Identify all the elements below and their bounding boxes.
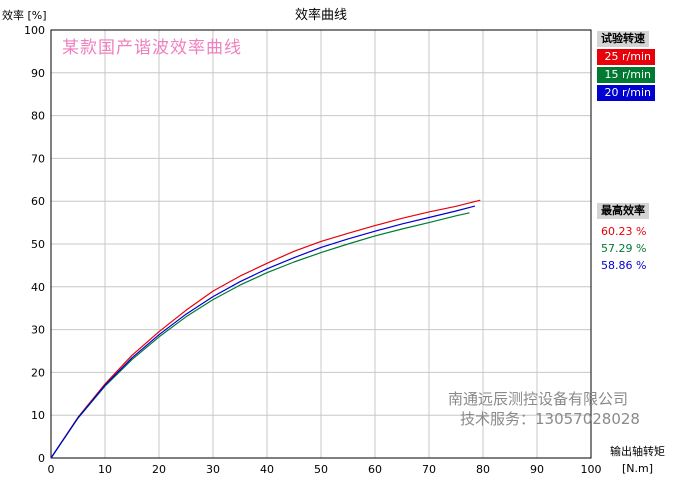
y-tick-label: 70 [31,152,45,165]
speed-legend: 试验转速 25 r/min 15 r/min 20 r/min [597,31,655,101]
x-tick-label: 50 [314,463,328,476]
company-name: 南通远辰测控设备有限公司 [448,390,628,408]
series-lines [50,199,481,459]
speed-legend-item: 15 r/min [597,67,655,83]
y-tick-label: 80 [31,110,45,123]
y-tick-label: 30 [31,324,45,337]
y-tick-label: 10 [31,409,45,422]
chart-title: 效率曲线 [295,7,347,23]
series-line-0 [50,199,481,459]
speed-legend-header: 试验转速 [597,31,649,47]
x-tick-label: 20 [152,463,166,476]
x-tick-label: 40 [260,463,274,476]
x-tick-label: 100 [581,463,602,476]
x-axis-unit: [N.m] [622,462,653,475]
x-tick-label: 90 [530,463,544,476]
max-efficiency-item: 57.29 % [601,242,647,255]
max-efficiency-item: 58.86 % [601,259,647,272]
speed-legend-item: 25 r/min [597,49,655,65]
x-axis-label: 输出轴转矩 [610,444,665,458]
tech-service: 技术服务：13057028028 [460,410,640,428]
x-tick-label: 10 [98,463,112,476]
max-efficiency-header: 最高效率 [597,203,649,219]
y-tick-label: 0 [38,452,45,465]
y-tick-label: 50 [31,238,45,251]
grid-lines [51,30,591,458]
x-tick-label: 60 [368,463,382,476]
y-axis-label: 效率 [%] [2,8,47,22]
plot-frame [50,29,592,459]
max-efficiency-legend: 最高效率 60.23 % 57.29 % 58.86 % [597,203,649,274]
speed-legend-item: 20 r/min [597,85,655,101]
x-tick-label: 30 [206,463,220,476]
x-tick-label: 70 [422,463,436,476]
axis-ticks: 0 10 20 30 40 50 60 70 80 90 100 0 10 20 30 40 50 60 70 80 9… [24,24,602,476]
y-tick-label: 20 [31,366,45,379]
y-tick-label: 40 [31,281,45,294]
max-efficiency-item: 60.23 % [601,225,647,238]
x-tick-label: 80 [476,463,490,476]
y-tick-label: 60 [31,195,45,208]
series-line-1 [50,212,470,459]
x-tick-label: 0 [48,463,55,476]
series-line-2 [50,205,476,459]
max-efficiency-list: 60.23 % 57.29 % 58.86 % [597,223,649,274]
speed-legend-list: 25 r/min 15 r/min 20 r/min [597,49,655,101]
watermark-text: 某款国产谐波效率曲线 [62,38,242,58]
y-tick-label: 90 [31,67,45,80]
y-tick-label: 100 [24,24,45,37]
